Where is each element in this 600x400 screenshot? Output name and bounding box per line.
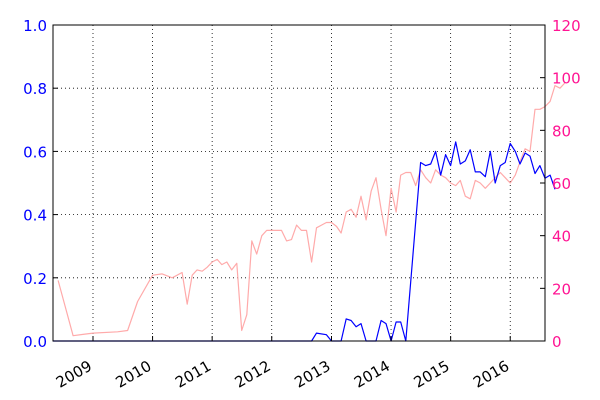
x-tick-label: 2014 xyxy=(351,357,393,392)
x-tick-label: 2009 xyxy=(53,357,95,392)
left-tick-label: 0.8 xyxy=(23,80,47,98)
x-tick-label: 2013 xyxy=(291,357,333,392)
x-axis: 2009 2010 2011 2012 2013 2014 2015 2016 xyxy=(53,336,512,392)
right-tick-label: 100 xyxy=(552,70,581,88)
right-tick-label: 40 xyxy=(552,228,571,246)
right-tick-label: 20 xyxy=(552,280,571,298)
x-tick-label: 2016 xyxy=(470,357,512,392)
right-tick-label: 0 xyxy=(552,333,562,351)
x-tick-label: 2010 xyxy=(113,357,155,392)
series-line-right-axis xyxy=(57,82,566,337)
left-tick-label: 1.0 xyxy=(23,17,47,35)
x-tick-label: 2012 xyxy=(232,357,274,392)
right-y-axis: 0 20 40 60 80 100 120 xyxy=(540,17,581,351)
left-tick-label: 0.2 xyxy=(23,270,47,288)
right-tick-label: 60 xyxy=(552,175,571,193)
left-tick-label: 0.6 xyxy=(23,143,47,161)
left-y-axis: 0.0 0.2 0.4 0.6 0.8 1.0 xyxy=(23,17,58,351)
left-tick-label: 0.4 xyxy=(23,207,47,225)
series-line-left-axis xyxy=(53,141,556,342)
x-tick-label: 2011 xyxy=(172,357,214,392)
series-layer xyxy=(53,82,566,342)
left-tick-label: 0.0 xyxy=(23,333,47,351)
x-tick-label: 2015 xyxy=(411,357,453,392)
plot-frame xyxy=(52,24,546,342)
right-tick-label: 80 xyxy=(552,122,571,140)
right-tick-label: 120 xyxy=(552,17,581,35)
grid-lines xyxy=(53,25,545,341)
